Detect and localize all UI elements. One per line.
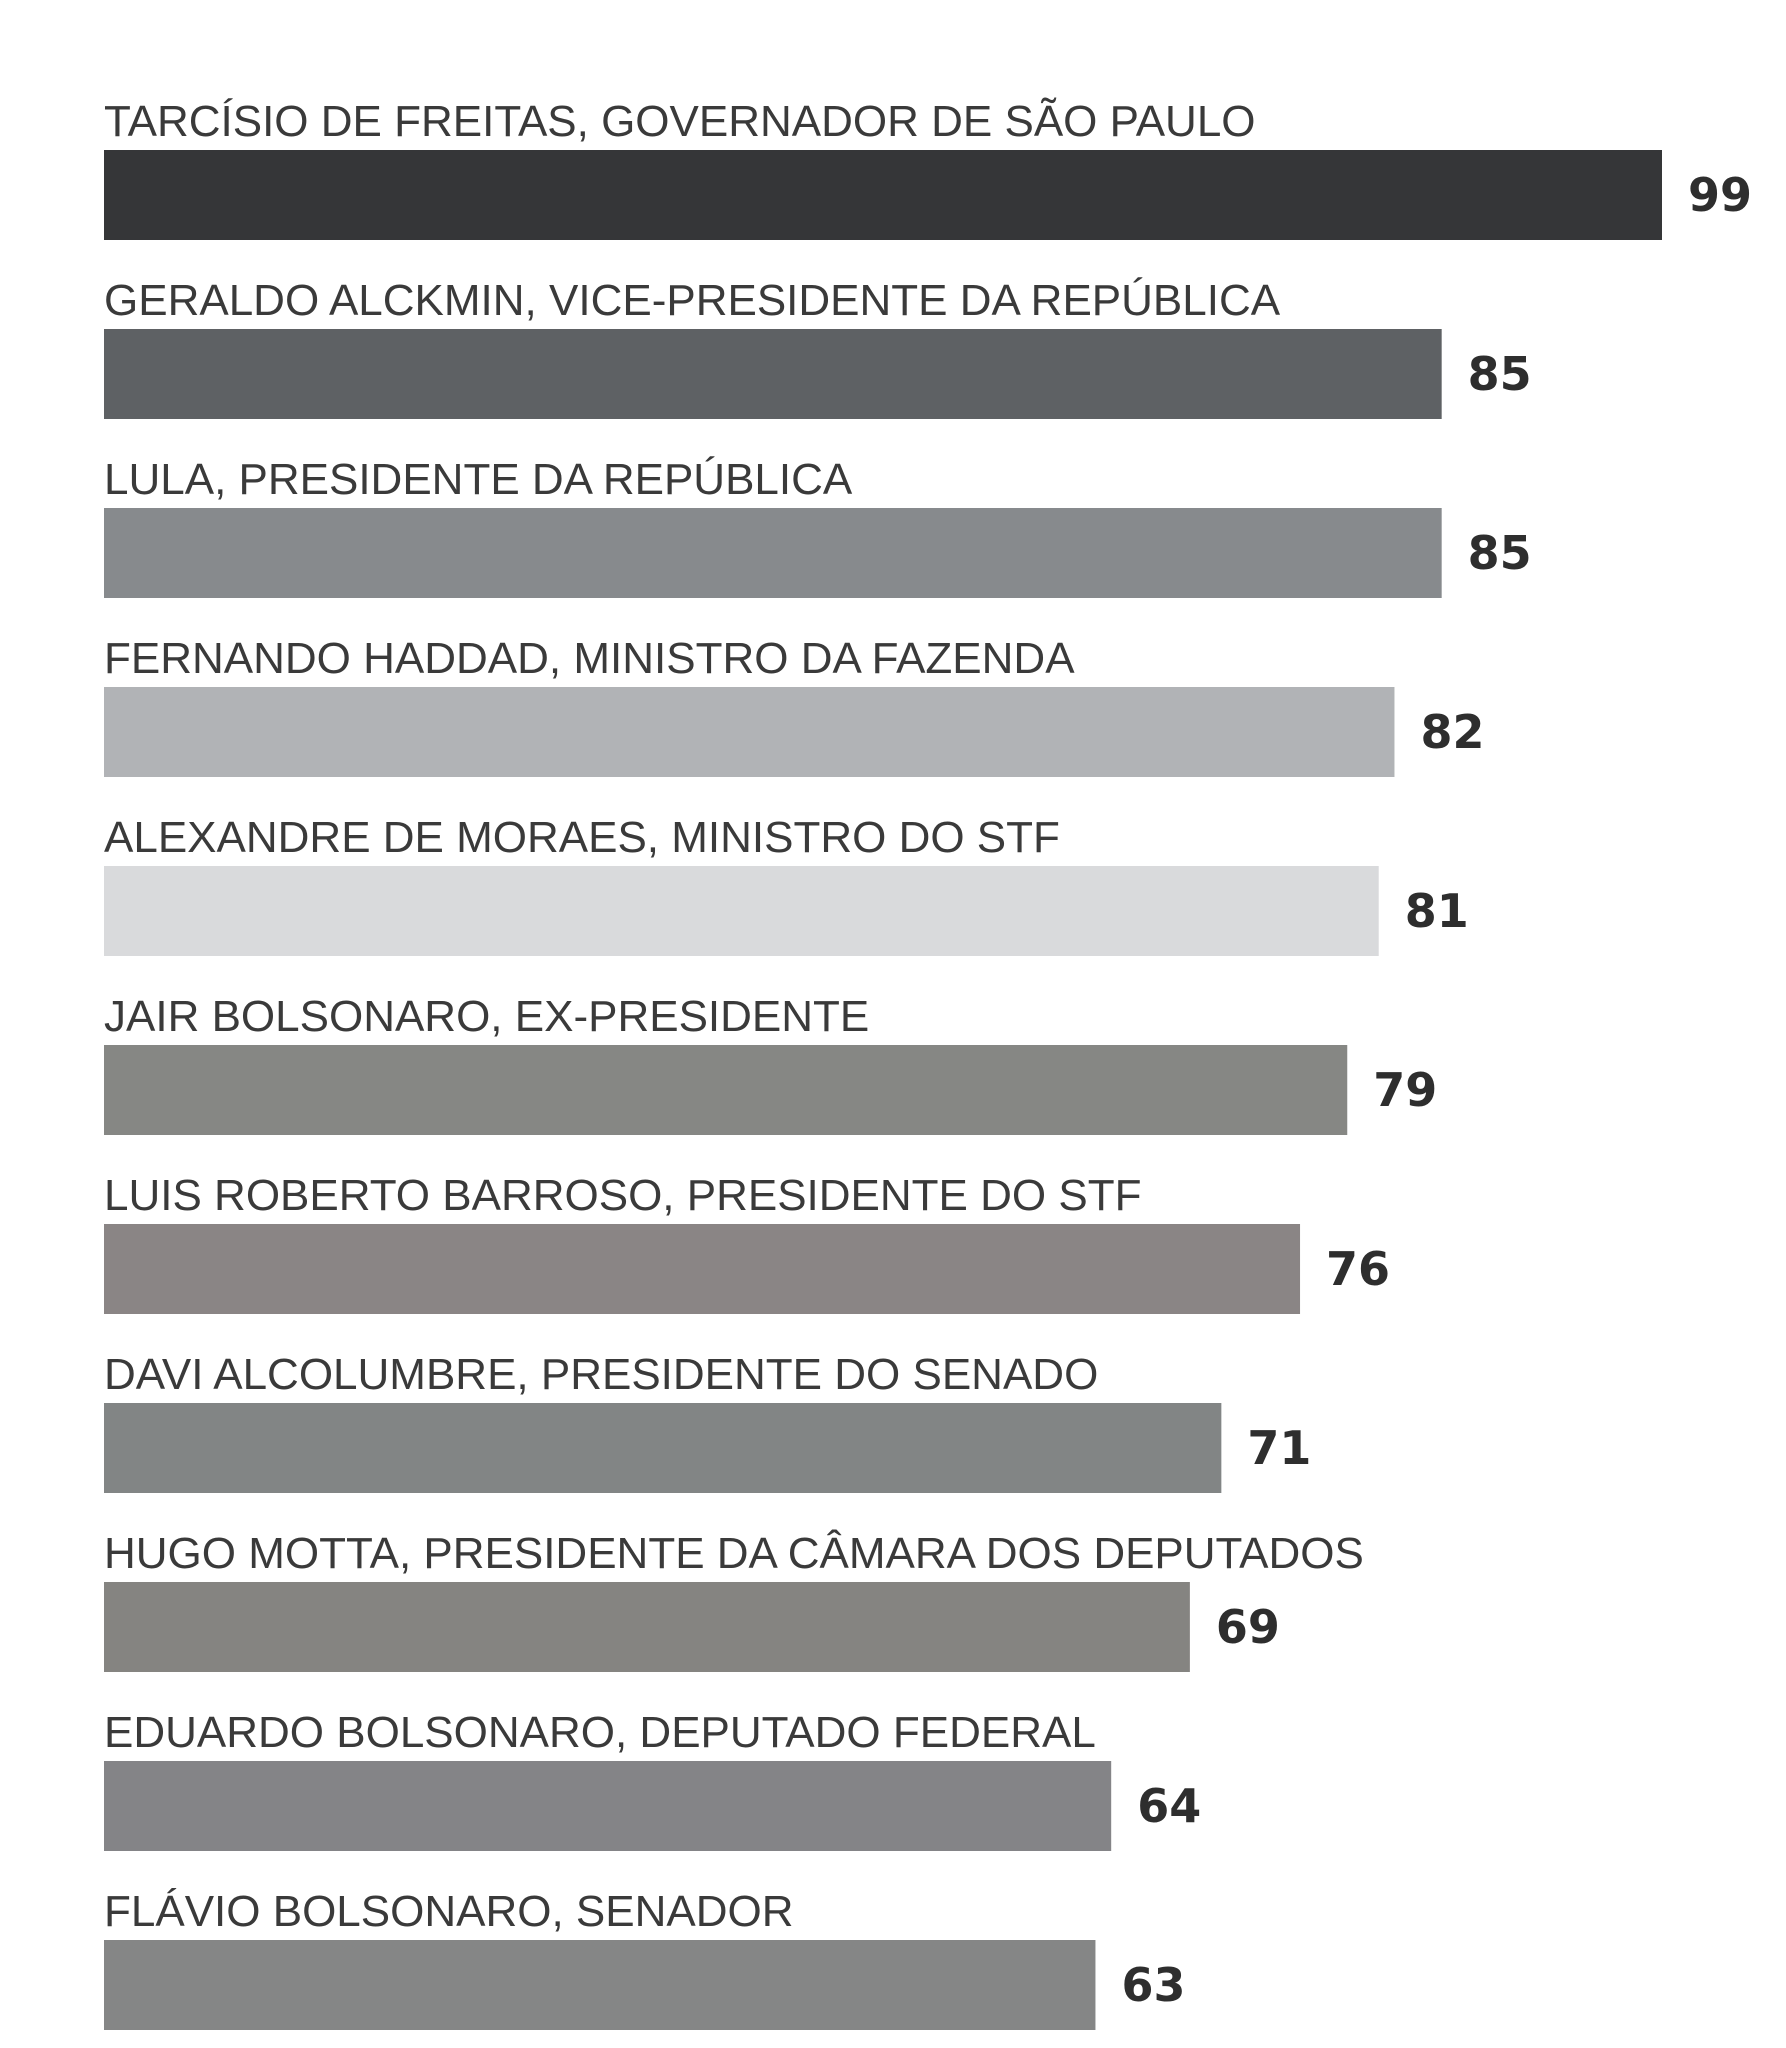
- value-label: 76: [1326, 1242, 1390, 1296]
- value-label: 85: [1468, 347, 1532, 401]
- category-label: FERNANDO HADDAD, MINISTRO DA FAZENDA: [104, 634, 1075, 683]
- bar: [104, 1045, 1348, 1135]
- value-label: 63: [1121, 1958, 1185, 2012]
- category-label: LUIS ROBERTO BARROSO, PRESIDENTE DO STF: [104, 1171, 1141, 1220]
- bar: [104, 1582, 1190, 1672]
- value-label: 85: [1468, 526, 1532, 580]
- category-label: DAVI ALCOLUMBRE, PRESIDENTE DO SENADO: [104, 1350, 1098, 1399]
- bar: [104, 1224, 1301, 1314]
- value-label: 99: [1688, 168, 1752, 222]
- value-label: 82: [1420, 705, 1484, 759]
- bar: [104, 1403, 1222, 1493]
- value-label: 79: [1373, 1063, 1437, 1117]
- category-label: LULA, PRESIDENTE DA REPÚBLICA: [104, 455, 853, 504]
- category-label: TARCÍSIO DE FREITAS, GOVERNADOR DE SÃO P…: [104, 96, 1256, 146]
- value-label: 69: [1216, 1600, 1280, 1654]
- value-label: 71: [1247, 1421, 1311, 1475]
- category-label: GERALDO ALCKMIN, VICE-PRESIDENTE DA REPÚ…: [104, 276, 1281, 325]
- value-label: 64: [1137, 1779, 1201, 1833]
- bar: [104, 1761, 1112, 1851]
- bar: [104, 1940, 1096, 2030]
- bar: [104, 508, 1442, 598]
- category-label: JAIR BOLSONARO, EX-PRESIDENTE: [104, 992, 869, 1041]
- bar: [104, 687, 1395, 777]
- category-label: EDUARDO BOLSONARO, DEPUTADO FEDERAL: [104, 1708, 1096, 1757]
- bar: [104, 150, 1662, 240]
- category-label: ALEXANDRE DE MORAES, MINISTRO DO STF: [104, 813, 1060, 862]
- bars-layer: TARCÍSIO DE FREITAS, GOVERNADOR DE SÃO P…: [104, 96, 1752, 2030]
- bar: [104, 866, 1379, 956]
- value-label: 81: [1405, 884, 1469, 938]
- category-label: HUGO MOTTA, PRESIDENTE DA CÂMARA DOS DEP…: [104, 1529, 1364, 1578]
- bar: [104, 329, 1442, 419]
- category-label: FLÁVIO BOLSONARO, SENADOR: [104, 1887, 794, 1936]
